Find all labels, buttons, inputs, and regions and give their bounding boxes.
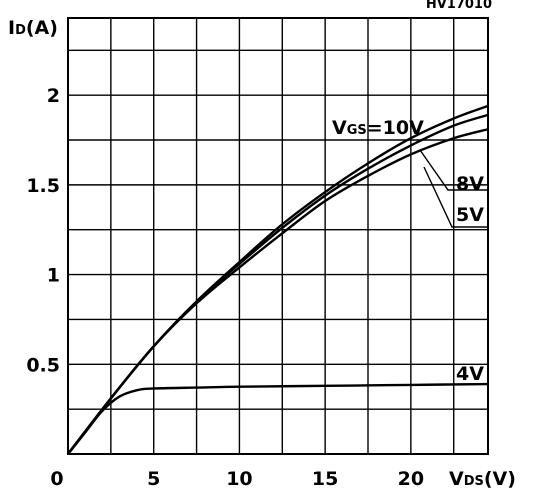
series-line-1 [67,113,489,455]
series-label-sub: GS [347,123,367,138]
y-axis-label-sub: D [15,23,26,38]
x-axis-label-sub: DS [464,474,484,489]
series-label-4v: 4V [456,363,484,385]
y-tick-label: 2 [47,85,60,107]
plot-frame [67,17,489,455]
x-axis-label-unit: (V) [484,468,516,490]
figure-code: HV17010 [426,0,492,12]
x-axis-label: VDS(V) [449,468,516,490]
series-label-8v: 8V [456,173,484,195]
curves [67,104,489,455]
x-tick-label: 10 [226,468,252,490]
leader-lines [419,149,488,228]
tick-labels: 0 5 10 15 20 0.5 1 1.5 2 [26,85,424,490]
x-tick-label: 0 [50,468,63,490]
series-line-2 [67,128,489,455]
series-label-vgs-10v: VGS=10V [332,117,424,139]
leader-line-8v [419,149,488,191]
y-tick-label: 0.5 [26,354,60,376]
x-axis-label-main: V [449,468,464,490]
series-line-3 [67,382,489,455]
leader-line-5v [423,166,488,228]
series-label-5v: 5V [456,204,484,226]
x-tick-label: 15 [312,468,338,490]
y-tick-label: 1.5 [26,175,60,197]
y-tick-label: 1 [47,265,60,287]
series-label-main: V [332,117,347,139]
y-axis-label: ID(A) [8,17,58,39]
x-tick-label: 20 [398,468,424,490]
series-label-value: =10V [367,117,424,139]
x-tick-label: 5 [147,468,160,490]
y-axis-label-unit: (A) [26,17,58,39]
y-axis-label-main: I [8,17,15,39]
